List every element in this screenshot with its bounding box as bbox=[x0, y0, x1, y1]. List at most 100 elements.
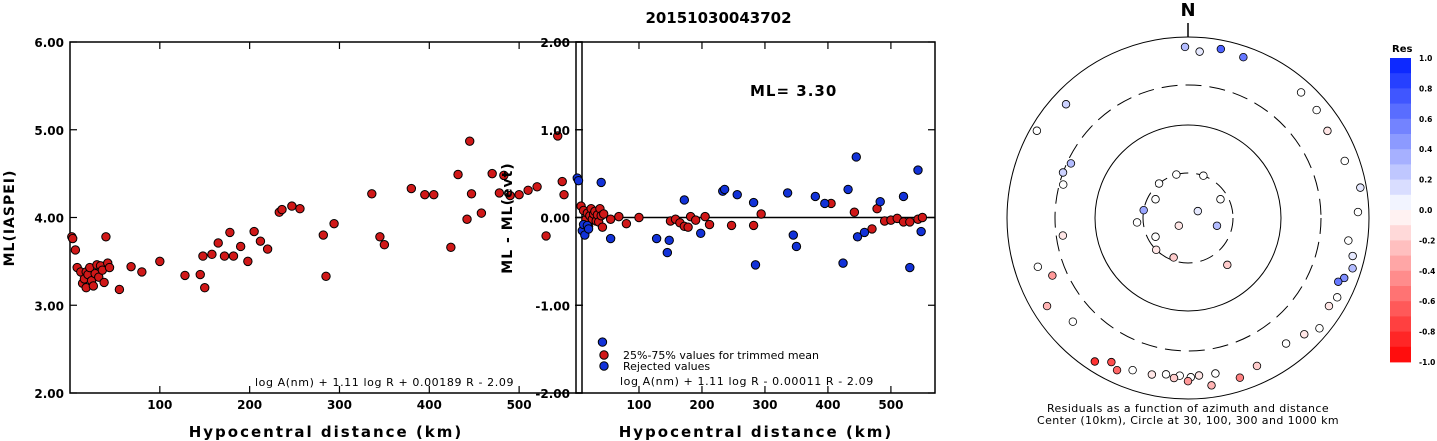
station-point bbox=[1194, 371, 1204, 380]
residual-point-accepted bbox=[748, 220, 759, 231]
residual-point-rejected bbox=[851, 152, 861, 162]
ml-point-accepted bbox=[70, 245, 81, 255]
residual-point-rejected bbox=[748, 197, 759, 208]
map-caption-line2: Center (10km), Circle at 30, 100, 300 an… bbox=[1037, 414, 1339, 427]
station-point bbox=[1042, 301, 1052, 311]
ring-300km bbox=[1054, 84, 1322, 352]
residual-point-accepted bbox=[599, 209, 609, 219]
residual-x-tick-label: 300 bbox=[752, 398, 777, 412]
ml-point-accepted bbox=[559, 189, 569, 200]
residual-point-rejected bbox=[875, 197, 885, 207]
colorbar-tick-label: 1.0 bbox=[1419, 54, 1432, 63]
ml-formula: log A(nm) + 1.11 log R + 0.00189 R - 2.0… bbox=[255, 376, 514, 389]
ml-point-accepted bbox=[465, 136, 475, 146]
colorbar-tick-label: 0.0 bbox=[1419, 206, 1432, 215]
station-point bbox=[1216, 44, 1226, 54]
residual-point-accepted bbox=[614, 211, 624, 222]
residual-y-tick-label: 1.00 bbox=[540, 124, 570, 138]
station-point bbox=[1344, 236, 1353, 245]
station-point bbox=[1172, 170, 1181, 179]
station-point bbox=[1147, 370, 1157, 379]
residual-point-rejected bbox=[898, 191, 909, 202]
ml-point-accepted bbox=[213, 238, 223, 248]
colorbar-cell bbox=[1390, 103, 1411, 120]
station-point bbox=[1211, 369, 1220, 378]
colorbar-tick-label: 0.2 bbox=[1419, 176, 1432, 185]
station-point bbox=[1161, 370, 1171, 379]
colorbar-cell bbox=[1390, 225, 1411, 241]
ml-x-tick-label: 500 bbox=[507, 398, 532, 412]
residual-point-rejected bbox=[583, 224, 594, 234]
residual-point-accepted bbox=[683, 222, 693, 232]
station-point bbox=[1223, 260, 1232, 270]
ml-point-accepted bbox=[321, 271, 331, 281]
colorbar-cell bbox=[1390, 286, 1411, 302]
station-point bbox=[1169, 373, 1179, 383]
residual-y-tick-label: 2.00 bbox=[540, 36, 570, 50]
ml-point-accepted bbox=[406, 183, 417, 194]
ml-point-accepted bbox=[318, 230, 329, 240]
residual-x-tick-label: 200 bbox=[689, 398, 714, 412]
ml-point-accepted bbox=[446, 242, 456, 253]
ml-point-accepted bbox=[514, 189, 524, 200]
colorbar-tick-label: 0.4 bbox=[1419, 145, 1432, 154]
station-point bbox=[1216, 195, 1225, 204]
residual-point-rejected bbox=[905, 262, 915, 273]
station-point bbox=[1183, 377, 1193, 386]
north-label: N bbox=[1180, 0, 1195, 21]
station-point bbox=[1139, 205, 1148, 215]
residual-point-accepted bbox=[849, 207, 860, 217]
residual-point-accepted bbox=[700, 211, 710, 222]
station-point bbox=[1333, 293, 1342, 302]
residual-point-rejected bbox=[662, 247, 673, 258]
station-point bbox=[1340, 156, 1349, 166]
ml-point-accepted bbox=[466, 189, 477, 199]
ml-y-axis-label: ML(IASPEI) bbox=[2, 170, 18, 267]
ml-x-axis-label: Hypocentral distance (km) bbox=[189, 423, 464, 441]
station-point bbox=[1169, 253, 1178, 262]
ml-point-accepted bbox=[287, 201, 297, 211]
ml-point-accepted bbox=[200, 283, 210, 293]
colorbar-cell bbox=[1390, 149, 1411, 165]
station-point bbox=[1132, 218, 1142, 227]
ml-point-accepted bbox=[541, 231, 551, 241]
residual-point-rejected bbox=[859, 227, 870, 238]
ml-point-accepted bbox=[262, 244, 273, 254]
colorbar-cell bbox=[1390, 331, 1411, 348]
colorbar-tick-label: -0.6 bbox=[1419, 297, 1435, 306]
residual-point-accepted bbox=[621, 218, 632, 229]
residual-x-tick-label: 100 bbox=[626, 398, 651, 412]
colorbar-cell bbox=[1390, 73, 1411, 89]
station-point bbox=[1353, 207, 1363, 217]
ml-point-accepted bbox=[235, 241, 246, 252]
colorbar-cell bbox=[1390, 164, 1411, 180]
colorbar-cell bbox=[1390, 240, 1411, 256]
ml-vs-distance-chart: 100 200 300 400 500 2.00 3.00 4.00 5.00 6.00 ML(I… bbox=[2, 36, 583, 441]
residual-azimuth-map: N Residuals as a function of azimuth and… bbox=[1006, 0, 1370, 427]
station-point bbox=[1348, 251, 1357, 261]
residual-point-accepted bbox=[905, 217, 915, 227]
station-point bbox=[1296, 88, 1306, 97]
colorbar-cell bbox=[1390, 210, 1411, 226]
colorbar-cell bbox=[1390, 58, 1411, 74]
station-point bbox=[1180, 42, 1190, 52]
ml-point-accepted bbox=[137, 267, 147, 277]
residual-point-rejected bbox=[750, 260, 761, 270]
residual-point-rejected bbox=[852, 232, 863, 242]
residual-y-axis-label: ML - ML(evt) bbox=[500, 162, 516, 273]
station-point bbox=[1324, 301, 1334, 311]
ml-point-accepted bbox=[104, 262, 115, 273]
ml-x-tick-label: 400 bbox=[417, 398, 442, 412]
ring-outer bbox=[1006, 36, 1370, 400]
ml-point-accepted bbox=[453, 169, 463, 180]
residual-y-tick-label: 0.00 bbox=[540, 212, 570, 226]
station-point bbox=[1032, 126, 1042, 135]
station-point bbox=[1174, 221, 1184, 230]
colorbar-cell bbox=[1390, 194, 1411, 211]
colorbar-cell bbox=[1390, 179, 1411, 196]
ml-y-tick-label: 2.00 bbox=[34, 387, 64, 401]
colorbar-tick-label: 0.6 bbox=[1419, 115, 1432, 124]
residual-point-rejected bbox=[732, 189, 742, 200]
ml-point-accepted bbox=[379, 240, 390, 250]
station-point bbox=[1199, 171, 1208, 180]
